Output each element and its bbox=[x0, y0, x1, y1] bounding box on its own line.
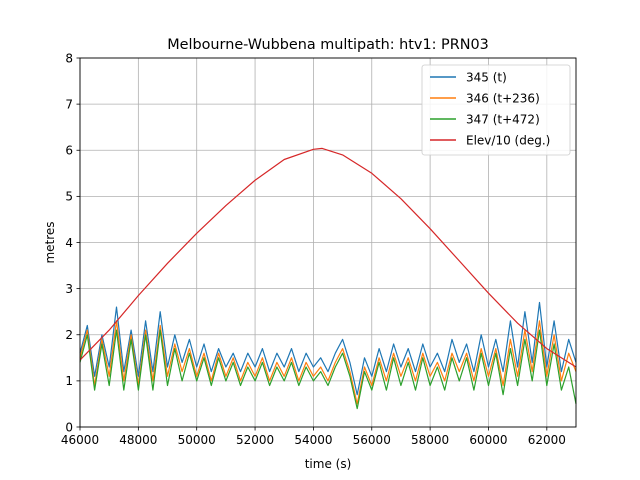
series-line-2 bbox=[79, 329, 577, 410]
legend-label: Elev/10 (deg.) bbox=[466, 133, 550, 147]
x-tick-label: 46000 bbox=[61, 433, 99, 447]
legend-label: 346 (t+236) bbox=[466, 91, 540, 105]
legend-label: 345 (t) bbox=[466, 70, 507, 84]
x-tick-label: 56000 bbox=[353, 433, 391, 447]
legend-box bbox=[421, 64, 571, 156]
plot-area bbox=[79, 147, 577, 410]
legend: 345 (t) 346 (t+236) 347 (t+472) Elev/10 (de… bbox=[421, 64, 571, 156]
y-tick-label: 0 bbox=[65, 420, 73, 434]
x-tick-label: 58000 bbox=[411, 433, 449, 447]
y-tick-label: 7 bbox=[65, 97, 73, 111]
y-tick-label: 4 bbox=[65, 236, 73, 250]
y-tick-label: 6 bbox=[65, 144, 73, 158]
y-axis-ticks: 0 1 2 3 4 5 6 7 8 bbox=[65, 51, 80, 434]
y-tick-label: 8 bbox=[65, 51, 73, 65]
x-tick-label: 60000 bbox=[469, 433, 507, 447]
x-tick-label: 50000 bbox=[178, 433, 216, 447]
series-line-0 bbox=[79, 301, 577, 396]
x-tick-label: 54000 bbox=[294, 433, 332, 447]
y-tick-label: 5 bbox=[65, 190, 73, 204]
y-tick-label: 2 bbox=[65, 328, 73, 342]
x-tick-label: 52000 bbox=[236, 433, 274, 447]
series-line-1 bbox=[79, 320, 577, 405]
chart-title: Melbourne-Wubbena multipath: htv1: PRN03 bbox=[167, 37, 489, 53]
y-tick-label: 3 bbox=[65, 282, 73, 296]
x-tick-label: 48000 bbox=[119, 433, 157, 447]
y-axis-label: metres bbox=[43, 221, 57, 263]
x-axis-label: time (s) bbox=[305, 457, 352, 471]
legend-label: 347 (t+472) bbox=[466, 112, 540, 126]
series-line-3 bbox=[79, 147, 577, 368]
x-tick-label: 62000 bbox=[528, 433, 566, 447]
x-axis-ticks: 46000 48000 50000 52000 54000 56000 58000 60000… bbox=[61, 427, 566, 447]
y-tick-label: 1 bbox=[65, 374, 73, 388]
